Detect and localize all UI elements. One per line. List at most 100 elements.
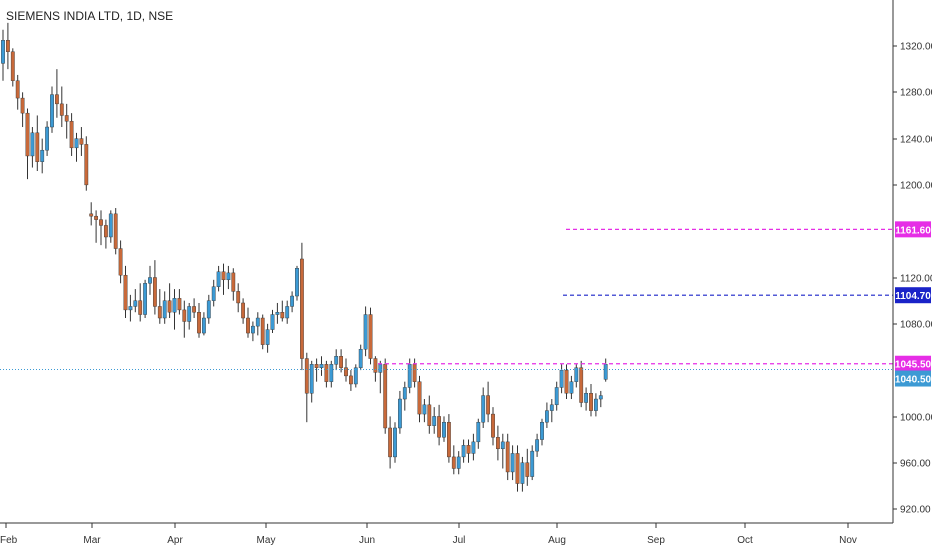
- y-tick-label: 1000.00: [900, 413, 932, 424]
- x-axis[interactable]: Feb Mar Apr May Jun Jul Aug Sep Oct Nov: [0, 522, 893, 546]
- y-tick-label: 960.00: [900, 459, 931, 470]
- candle: [138, 283, 143, 322]
- candle: [520, 456, 525, 492]
- candle-body-up: [402, 387, 407, 400]
- candle-body-up: [530, 450, 535, 477]
- candle: [603, 358, 608, 382]
- candle-body-up: [510, 453, 515, 473]
- candle-body-up: [545, 410, 549, 423]
- x-tick-label: Mar: [83, 535, 101, 546]
- candle-body-down: [157, 306, 162, 319]
- candle-body-down: [69, 121, 74, 149]
- candle: [15, 74, 20, 110]
- candle: [64, 103, 69, 139]
- level-price-tag: [895, 221, 931, 238]
- y-tick-label: 1240.00: [900, 135, 932, 146]
- candle-body-down: [15, 80, 20, 99]
- candle-body-up: [329, 364, 334, 382]
- candle: [133, 289, 138, 313]
- candle: [393, 422, 397, 463]
- candle-body-down: [344, 367, 348, 377]
- candle: [368, 307, 373, 365]
- candle: [515, 445, 520, 492]
- candle: [226, 265, 231, 290]
- candle-body-up: [378, 364, 383, 373]
- candle: [324, 360, 329, 388]
- candle-body-down: [182, 309, 187, 322]
- candle-body-down: [35, 132, 40, 162]
- candle: [491, 407, 495, 446]
- candle-body-down: [94, 215, 99, 220]
- candle: [304, 352, 309, 423]
- candle: [108, 210, 113, 243]
- candle-body-up: [1, 40, 5, 64]
- candle-body-up: [456, 456, 461, 469]
- candle: [241, 298, 245, 324]
- candle: [250, 321, 255, 342]
- candle: [206, 294, 211, 324]
- candle: [285, 300, 290, 324]
- x-tick-label: Nov: [839, 535, 857, 546]
- candle: [162, 291, 167, 324]
- candle-body-down: [152, 277, 157, 307]
- candle: [55, 69, 59, 118]
- candle: [402, 381, 407, 411]
- candle-body-up: [143, 283, 147, 315]
- candle: [481, 387, 486, 428]
- x-tick-label: Jul: [453, 535, 466, 546]
- candle: [388, 416, 392, 469]
- candle: [505, 433, 510, 481]
- candle: [280, 300, 285, 322]
- candle-body-down: [197, 312, 201, 334]
- candle: [329, 360, 334, 388]
- candle-body-down: [10, 51, 15, 81]
- candle-body-up: [226, 272, 231, 281]
- candle-body-up: [559, 369, 564, 388]
- candle: [94, 210, 99, 243]
- candle-body-down: [55, 94, 59, 105]
- candle-body-down: [246, 317, 250, 334]
- candle: [25, 108, 30, 180]
- candle: [89, 202, 94, 226]
- candle: [535, 433, 540, 457]
- candle-body-down: [412, 364, 417, 382]
- candle-body-down: [427, 404, 432, 426]
- candle: [123, 265, 128, 319]
- candle: [221, 263, 226, 295]
- candle: [412, 358, 417, 388]
- candle: [309, 360, 314, 403]
- x-tick-label: Aug: [548, 535, 566, 546]
- y-tick-label: 1320.00: [900, 42, 932, 53]
- candle: [437, 404, 441, 446]
- y-axis[interactable]: 1320.00 1280.00 1240.00 1200.00 1120.00 1080.…: [892, 0, 932, 523]
- candle: [201, 312, 206, 336]
- candle-body-down: [589, 393, 593, 411]
- level-price-tag: [895, 355, 931, 372]
- candle-body-up: [108, 213, 113, 238]
- candle-body-up: [476, 421, 481, 443]
- candle: [447, 414, 451, 463]
- candle: [422, 399, 427, 423]
- candle-body-down: [89, 213, 94, 217]
- candle: [344, 358, 348, 382]
- candle-body-up: [133, 300, 138, 307]
- candle: [373, 356, 378, 382]
- candle-body-down: [280, 312, 285, 319]
- candle-body-up: [148, 277, 152, 284]
- candle-body-up: [442, 421, 446, 438]
- candle-body-down: [525, 462, 530, 477]
- candle: [554, 381, 559, 411]
- candle: [540, 418, 544, 446]
- candle: [1, 29, 5, 81]
- candle: [442, 416, 446, 442]
- candle: [500, 433, 505, 469]
- candle: [334, 349, 339, 371]
- candle-body-up: [50, 94, 54, 128]
- candle-body-down: [373, 358, 378, 373]
- candle: [378, 360, 383, 394]
- candle-body-up: [265, 329, 270, 345]
- candle: [339, 349, 343, 373]
- candle-body-down: [79, 138, 84, 145]
- candle-body-up: [481, 395, 486, 423]
- candle-body-down: [324, 364, 329, 382]
